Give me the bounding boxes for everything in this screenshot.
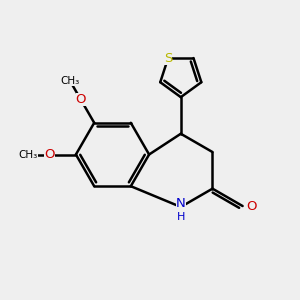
Text: O: O (44, 148, 55, 161)
Text: CH₃: CH₃ (18, 149, 38, 160)
Text: O: O (246, 200, 256, 212)
Text: N: N (176, 197, 186, 210)
Text: S: S (164, 52, 172, 64)
Text: O: O (76, 93, 86, 106)
Text: H: H (177, 212, 185, 222)
Text: CH₃: CH₃ (61, 76, 80, 86)
